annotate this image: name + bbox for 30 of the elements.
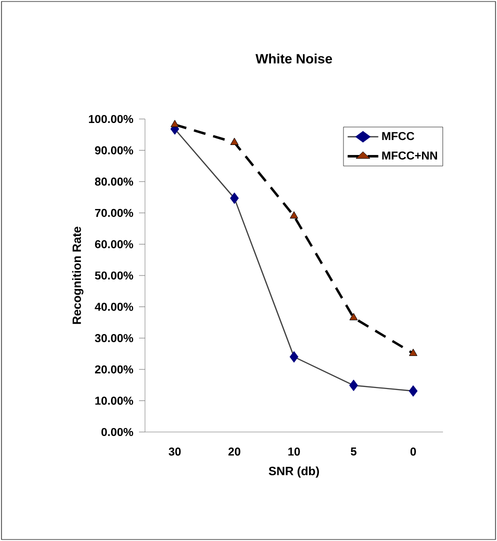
point bbox=[230, 138, 239, 145]
y-tick-label: 70.00% bbox=[95, 208, 134, 217]
point bbox=[290, 351, 298, 363]
x-axis-title: SNR (db) bbox=[268, 466, 319, 478]
legend-label: MFCC bbox=[382, 132, 414, 140]
point bbox=[290, 211, 298, 219]
y-tick-label: 90.00% bbox=[95, 146, 134, 154]
x-tick-label: 5 bbox=[350, 448, 356, 456]
legend-label: MFCC+NN bbox=[382, 151, 438, 160]
point bbox=[349, 313, 358, 320]
point bbox=[349, 380, 358, 392]
x-tick-label: 30 bbox=[168, 448, 181, 456]
y-tick-label: 30.00% bbox=[94, 334, 134, 342]
point bbox=[409, 348, 418, 356]
x-tick-label: 0 bbox=[410, 448, 416, 456]
y-tick-label: 100.00% bbox=[88, 114, 134, 124]
point bbox=[408, 385, 418, 397]
point bbox=[230, 192, 239, 204]
y-tick-label: 40.00% bbox=[94, 302, 134, 311]
y-tick-label: 10.00% bbox=[95, 396, 134, 405]
point bbox=[170, 120, 179, 128]
x-tick-label: 10 bbox=[288, 448, 300, 456]
x-tick-label: 20 bbox=[228, 448, 240, 456]
y-tick-label: 20.00% bbox=[95, 365, 134, 374]
y-tick-label: 50.00% bbox=[94, 271, 134, 280]
y-tick-label: 0.00% bbox=[101, 428, 134, 436]
chart-title: White Noise bbox=[256, 54, 332, 64]
y-axis-title: Recognition Rate bbox=[72, 226, 84, 324]
y-tick-label: 60.00% bbox=[95, 240, 134, 248]
y-tick-label: 80.00% bbox=[94, 178, 134, 186]
